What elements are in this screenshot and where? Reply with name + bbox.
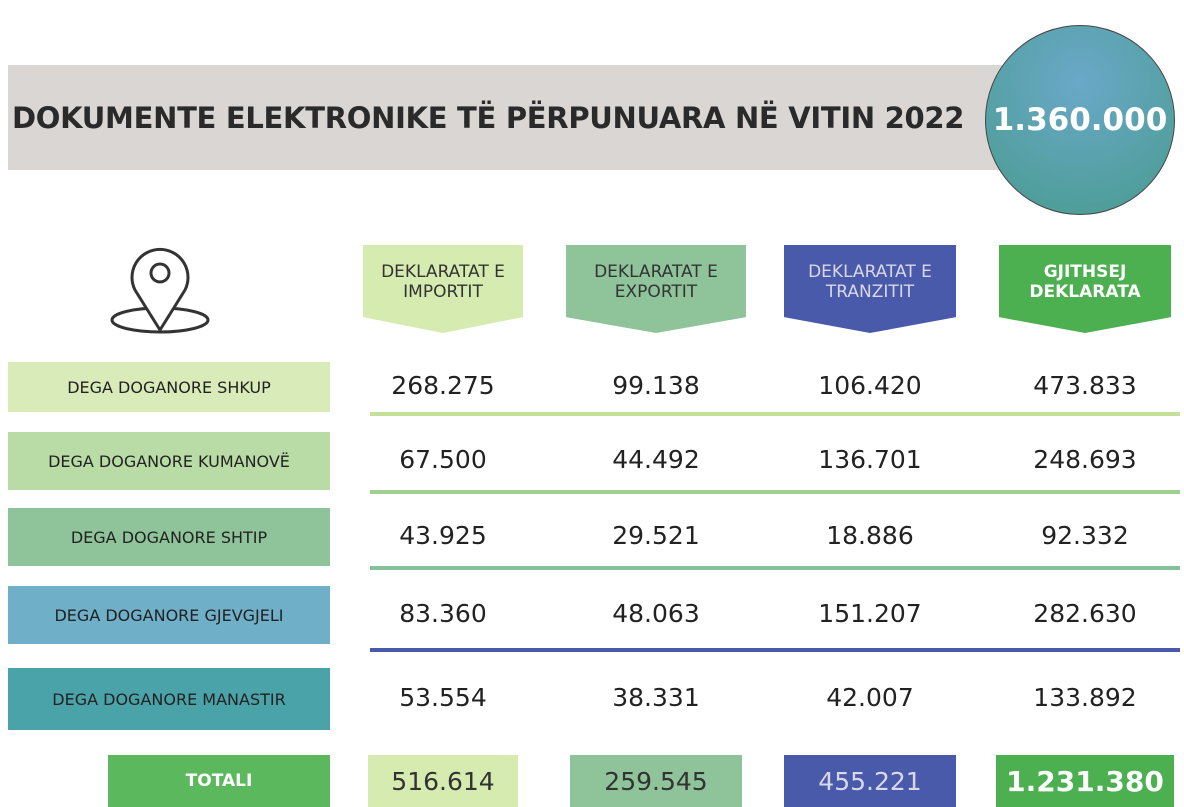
cell-value: 282.630 [1033,598,1137,628]
cell-value: 43.925 [399,520,487,550]
cell-value: 18.886 [826,520,914,550]
cell-value: 44.492 [612,444,700,474]
row-separator [370,412,1180,416]
row-label: DEGA DOGANORE SHKUP [8,362,330,412]
total-value: 516.614 [368,755,518,807]
cell-value: 99.138 [612,370,700,400]
column-header: DEKLARATAT E EXPORTIT [566,245,746,333]
title: DOKUMENTE ELEKTRONIKE TË PËRPUNUARA NË V… [8,65,1008,170]
total-value: 259.545 [570,755,742,807]
cell-value: 53.554 [399,682,487,712]
cell-value: 106.420 [818,370,922,400]
row-separator [370,566,1180,570]
cell-value: 248.693 [1033,444,1137,474]
cell-value: 42.007 [826,682,914,712]
column-header: GJITHSEJ DEKLARATA [999,245,1171,333]
location-icon [110,247,210,334]
row-label: DEGA DOGANORE KUMANOVË [8,432,330,490]
cell-value: 48.063 [612,598,700,628]
row-separator [370,648,1180,652]
total-badge: 1.360.000 [985,25,1175,215]
cell-value: 67.500 [399,444,487,474]
column-header: DEKLARATAT E IMPORTIT [363,245,523,333]
cell-value: 473.833 [1033,370,1137,400]
cell-value: 133.892 [1033,682,1137,712]
cell-value: 29.521 [612,520,700,550]
cell-value: 136.701 [818,444,922,474]
totals-label: TOTALI [108,755,330,807]
cell-value: 92.332 [1041,520,1129,550]
row-separator [370,490,1180,494]
cell-value: 268.275 [391,370,495,400]
total-value: 455.221 [784,755,956,807]
cell-value: 38.331 [612,682,700,712]
row-label: DEGA DOGANORE SHTIP [8,508,330,566]
column-header: DEKLARATAT E TRANZITIT [784,245,956,333]
row-label: DEGA DOGANORE MANASTIR [8,668,330,730]
cell-value: 151.207 [818,598,922,628]
row-label: DEGA DOGANORE GJEVGJELI [8,586,330,644]
total-value: 1.231.380 [996,755,1174,807]
cell-value: 83.360 [399,598,487,628]
